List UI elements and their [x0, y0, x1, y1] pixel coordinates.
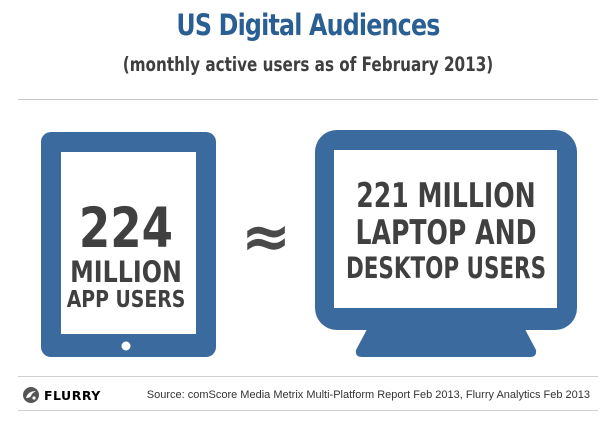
header-divider — [18, 99, 598, 100]
page-title: US Digital Audiences — [176, 8, 440, 42]
tablet-value-line-3: APP USERS — [67, 285, 186, 312]
tablet-value-line-1: 224 — [79, 196, 173, 261]
monitor-value-line-2: LAPTOP AND — [355, 213, 536, 253]
monitor-value-line-1: 221 MILLION — [356, 176, 535, 216]
tablet-value-line-2: MILLION — [70, 256, 182, 290]
footer-divider-bottom — [18, 410, 598, 411]
page-subtitle: (monthly active users as of February 201… — [122, 53, 494, 76]
monitor-screen — [334, 150, 557, 308]
tablet-home-button — [121, 341, 131, 351]
tablet-screen — [61, 152, 196, 334]
footer-divider-top — [18, 376, 598, 377]
monitor-panel: 221 MILLION LAPTOP AND DESKTOP USERS — [315, 130, 577, 357]
device-comparison-graphic: 224 MILLION APP USERS ≈ 221 MILLION LAPT… — [41, 130, 577, 357]
brand-name: FLURRY — [44, 387, 101, 403]
tablet-panel: 224 MILLION APP USERS — [41, 132, 216, 357]
monitor-value-line-3: DESKTOP USERS — [346, 252, 546, 286]
flurry-logo-icon — [23, 387, 39, 403]
source-note: Source: comScore Media Metrix Multi-Plat… — [146, 389, 590, 401]
brand: FLURRY — [22, 386, 101, 404]
approximately-equal-symbol: ≈ — [241, 202, 291, 272]
